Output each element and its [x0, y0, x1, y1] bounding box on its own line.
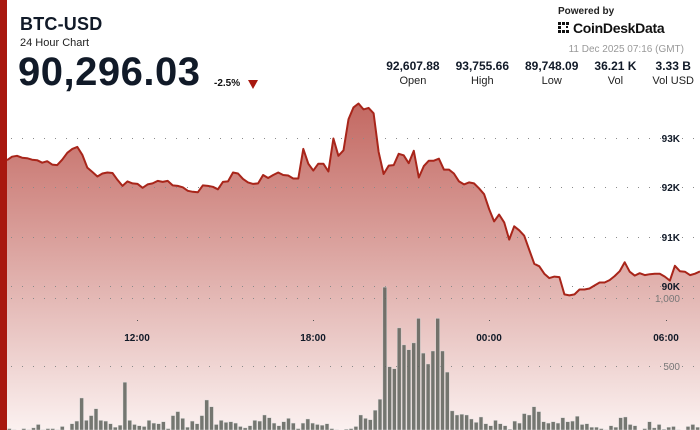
- brand-name: CoinDeskData: [573, 20, 665, 36]
- svg-text:93K: 93K: [662, 134, 681, 145]
- timestamp: 11 Dec 2025 07:16 (GMT): [568, 44, 684, 55]
- svg-text:00:00: 00:00: [476, 333, 502, 344]
- stat-label: High: [470, 75, 494, 87]
- brand-logo-link[interactable]: CoinDeskData: [558, 20, 665, 36]
- coindesk-logo-icon: [558, 22, 570, 34]
- stat-vol-usd: 3.33 B Vol USD: [652, 59, 694, 87]
- symbol-title: BTC-USD: [20, 14, 103, 34]
- stat-high: 93,755.66 High: [456, 59, 509, 87]
- price-change: -2.5%: [214, 78, 241, 89]
- stat-open: 92,607.88 Open: [386, 59, 439, 87]
- svg-text:18:00: 18:00: [300, 333, 326, 344]
- stat-vol: 36.21 K Vol: [594, 59, 636, 87]
- svg-text:92K: 92K: [662, 183, 681, 194]
- svg-text:1,000: 1,000: [655, 294, 680, 305]
- stat-label: Vol USD: [652, 75, 694, 87]
- stats-row: 92,607.88 Open 93,755.66 High 89,748.09 …: [370, 59, 694, 87]
- stat-value: 89,748.09: [525, 59, 579, 73]
- price-area: [7, 103, 700, 430]
- svg-text:500: 500: [663, 362, 680, 373]
- stat-label: Low: [541, 75, 562, 87]
- stat-label: Vol: [607, 75, 624, 87]
- axis-labels: 90K 91K 92K 93K 1,000 500 12:00 18:00 00:00 06:00: [124, 134, 681, 373]
- stat-label: Open: [399, 75, 427, 87]
- volume-bars: [7, 286, 700, 430]
- price-line: [6, 102, 700, 297]
- stat-low: 89,748.09 Low: [525, 59, 578, 87]
- stat-value: 93,755.66: [455, 59, 509, 73]
- chart-subtitle: 24 Hour Chart: [20, 37, 90, 49]
- powered-by-label: Powered by: [558, 6, 615, 17]
- svg-text:12:00: 12:00: [124, 333, 150, 344]
- stat-value: 92,607.88: [386, 59, 440, 73]
- stat-value: 3.33 B: [655, 59, 691, 73]
- down-arrow-icon: [248, 80, 258, 89]
- stat-value: 36.21 K: [594, 59, 637, 73]
- grid-lines: [11, 138, 694, 367]
- svg-text:91K: 91K: [662, 233, 681, 244]
- accent-bar: [0, 0, 7, 430]
- svg-text:06:00: 06:00: [653, 333, 679, 344]
- svg-text:90K: 90K: [662, 282, 681, 293]
- current-price: 90,296.03: [18, 50, 201, 94]
